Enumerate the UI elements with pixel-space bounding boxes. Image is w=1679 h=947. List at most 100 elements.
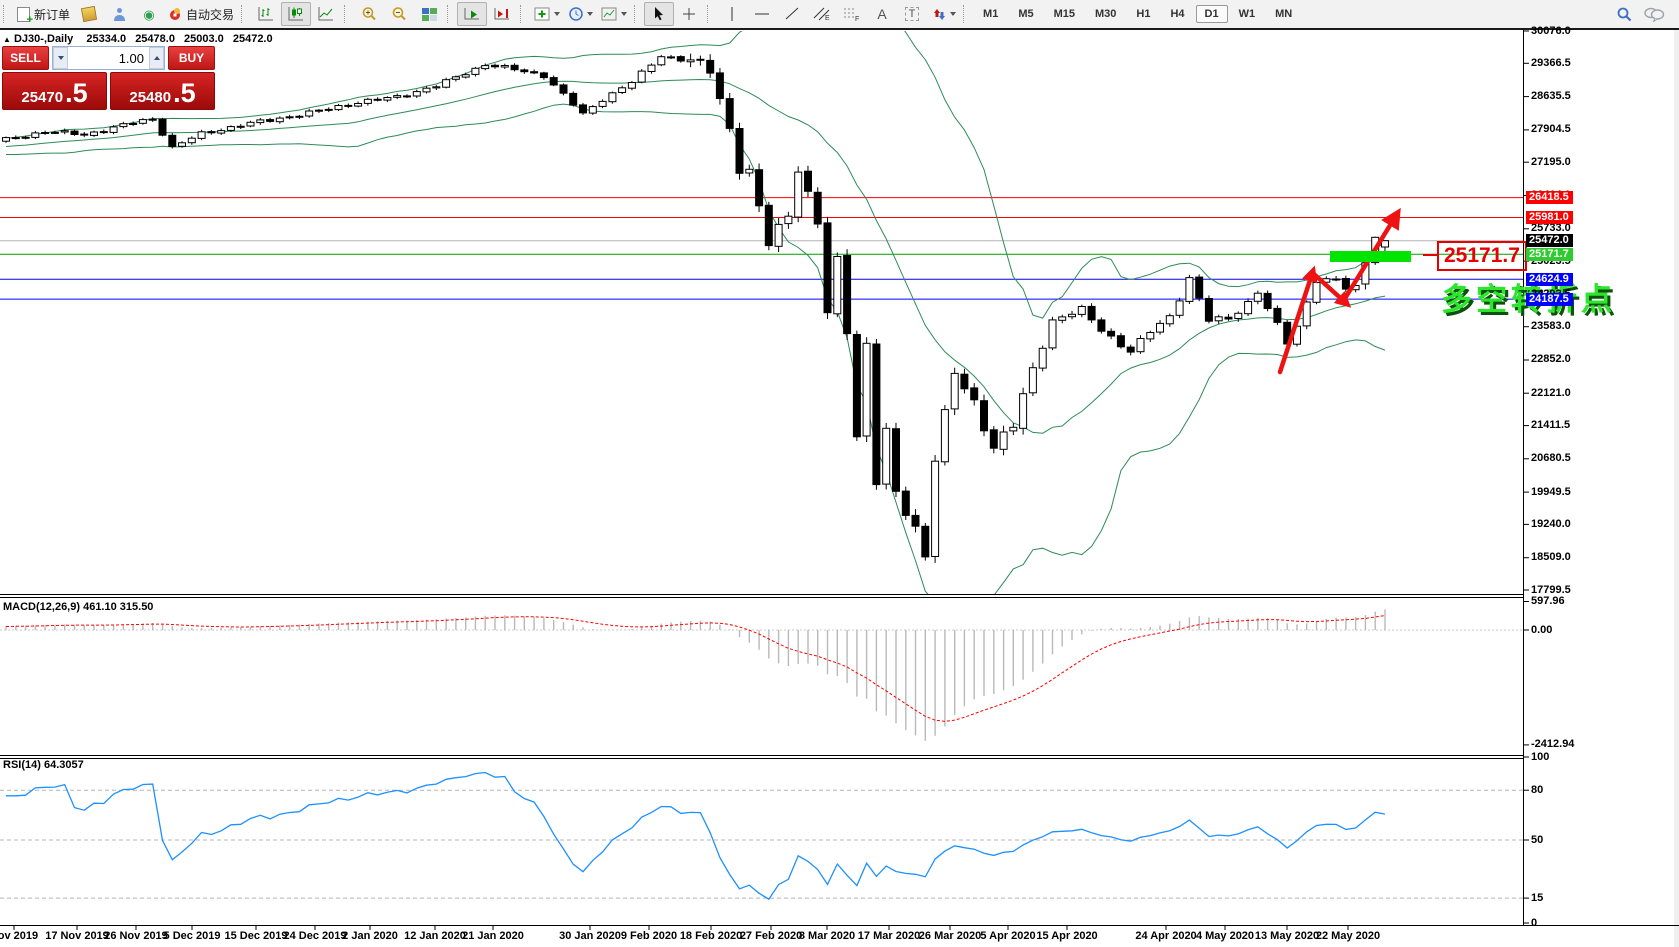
macd-axis-label: 597.96 (1531, 595, 1565, 608)
text-label-button[interactable]: T (897, 2, 927, 26)
one-click-trade-panel: SELL BUY 25470 .5 25480 .5 (2, 46, 215, 110)
timeframe-w1[interactable]: W1 (1238, 8, 1256, 20)
timeframe-d1[interactable]: D1 (1195, 5, 1228, 23)
zoom-in-button[interactable] (354, 2, 384, 26)
buy-price-display[interactable]: 25480 .5 (110, 72, 215, 110)
price-tick-label: 27904.5 (1531, 123, 1571, 136)
auto-scroll-button[interactable] (457, 2, 488, 26)
price-tick-label: 20680.5 (1531, 452, 1571, 465)
price-line-badge: 26418.5 (1526, 191, 1573, 205)
volume-down-button[interactable] (53, 47, 68, 69)
sell-price-int: 25470 (21, 89, 64, 106)
main-chart-pane[interactable] (0, 30, 1523, 594)
periods-button[interactable] (564, 2, 597, 26)
price-line-badge: 25171.7 (1526, 247, 1573, 261)
history-button[interactable] (74, 2, 104, 26)
chat-button[interactable] (1639, 2, 1669, 26)
timeframe-m1[interactable]: M1 (983, 8, 999, 20)
toolbar-grip (520, 5, 526, 23)
crosshair-button[interactable] (674, 2, 704, 26)
date-tick-label: 22 May 2020 (1315, 930, 1381, 942)
channel-button[interactable]: E (807, 2, 837, 26)
bar-chart-button[interactable] (251, 2, 281, 26)
text-button[interactable]: A (867, 2, 897, 26)
timeframe-mn[interactable]: MN (1275, 8, 1293, 20)
price-axis-line (1523, 30, 1524, 926)
sell-price-frac: .5 (65, 78, 88, 108)
toolbar-grip (3, 5, 9, 23)
line-chart-button[interactable] (311, 2, 341, 26)
new-order-button[interactable]: + 新订单 (13, 2, 74, 26)
support-price-label[interactable]: 25171.7 (1437, 241, 1527, 271)
cursor-button[interactable] (644, 2, 675, 26)
chart-window-top-border (0, 28, 1679, 30)
volume-up-button[interactable] (149, 47, 164, 69)
date-tick-label: 26 Nov 2019 (104, 930, 168, 942)
arrows-caret-icon (950, 12, 957, 16)
sell-button[interactable]: SELL (2, 46, 49, 70)
indicators-button[interactable] (530, 2, 564, 26)
chart-shift-icon (494, 8, 510, 20)
timeframe-m30[interactable]: M30 (1095, 8, 1117, 20)
date-tick-label: 12 Jan 2020 (404, 930, 466, 942)
indicators-icon (534, 7, 550, 20)
vertical-line-button[interactable] (717, 2, 747, 26)
arrows-icon (934, 8, 946, 20)
arrows-button[interactable] (927, 2, 960, 26)
rsi-pane[interactable] (0, 758, 1523, 925)
price-line-badge: 24624.9 (1526, 272, 1573, 286)
volume-input[interactable] (68, 47, 149, 69)
candlestick-chart-button[interactable] (281, 2, 312, 26)
templates-icon (601, 7, 617, 20)
zoom-out-button[interactable] (384, 2, 414, 26)
timeframe-m5[interactable]: M5 (1018, 8, 1034, 20)
search-icon (1617, 7, 1631, 21)
auto-scroll-icon (464, 8, 480, 20)
rsi-axis-label: 15 (1531, 891, 1544, 904)
date-tick-label: 27 Feb 2020 (739, 930, 803, 942)
date-tick-label: 8 Mar 2020 (798, 930, 856, 942)
timeframe-h4[interactable]: H4 (1170, 8, 1185, 20)
macd-pane[interactable] (0, 597, 1523, 755)
toolbar-grip (707, 5, 713, 23)
search-button[interactable] (1609, 2, 1639, 26)
horizontal-line-button[interactable] (747, 2, 777, 26)
periods-caret-icon (587, 12, 594, 16)
templates-button[interactable] (597, 2, 631, 26)
toolbar-grip (344, 5, 350, 23)
autotrading-label: 自动交易 (186, 7, 235, 22)
macd-axis-label: -2412.94 (1531, 738, 1575, 751)
timeframe-h1[interactable]: H1 (1136, 8, 1151, 20)
price-line-badge: 25472.0 (1526, 234, 1573, 248)
date-tick-label: 17 Nov 2019 (45, 930, 109, 942)
price-tick-label: 27195.0 (1531, 155, 1571, 168)
svg-text:E: E (825, 15, 830, 22)
profile-button[interactable] (104, 2, 134, 26)
support-highlight-bar[interactable] (1330, 251, 1411, 262)
toolbar-grip (241, 5, 247, 23)
trendline-icon (785, 7, 799, 20)
date-axis-line (0, 925, 1679, 926)
signal-button[interactable]: ◉ (134, 2, 164, 26)
buy-button[interactable]: BUY (168, 46, 215, 70)
price-tick-label: 21411.5 (1531, 419, 1571, 432)
price-tick-label: 22121.0 (1531, 386, 1571, 399)
chart-shift-button[interactable] (487, 2, 517, 26)
trendline-button[interactable] (777, 2, 807, 26)
profile-icon (113, 7, 126, 21)
toolbar-grip (634, 5, 640, 23)
fibonacci-button[interactable]: F (837, 2, 867, 26)
tile-windows-button[interactable] (414, 2, 444, 26)
date-tick-label: 18 Feb 2020 (679, 930, 743, 942)
symbol-marker-icon: ▲ (3, 35, 11, 44)
timeframe-m15[interactable]: M15 (1053, 8, 1075, 20)
channel-icon: E (813, 7, 830, 22)
chevron-down-icon (57, 56, 64, 60)
vertical-line-icon (731, 7, 733, 21)
price-tick-label: 25733.0 (1531, 222, 1571, 235)
date-tick-label: 17 Mar 2020 (857, 930, 921, 942)
autotrading-button[interactable]: 自动交易 (164, 2, 238, 26)
price-line-badge: 25981.0 (1526, 210, 1573, 224)
sell-price-display[interactable]: 25470 .5 (2, 72, 107, 110)
